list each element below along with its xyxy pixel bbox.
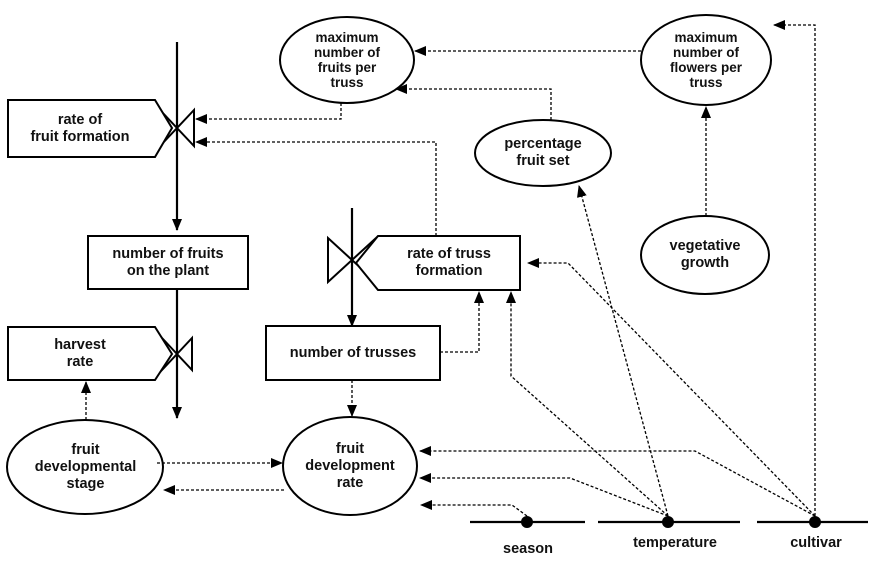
link-temperature-to-fruit-set (577, 185, 669, 517)
link-trusses-to-truss-formation (440, 291, 484, 353)
link-fruit-set-to-max-fruits (395, 84, 552, 120)
vegetative-growth-node (640, 215, 770, 295)
rate-of-fruit-formation-box (7, 99, 174, 158)
cultivar-dot (809, 516, 821, 528)
rate-of-truss-formation-box (354, 235, 521, 291)
percentage-fruit-set-node (474, 119, 612, 187)
season-dot (521, 516, 533, 528)
link-cultivar-to-development-rate (419, 446, 816, 517)
link-temperature-to-development-rate (419, 473, 669, 517)
max-fruits-per-truss-node (279, 16, 415, 104)
link-truss-formation-to-fruit-formation (195, 137, 437, 236)
number-of-trusses-box (265, 325, 441, 381)
link-season-to-development-rate (420, 500, 528, 517)
temperature-dot (662, 516, 674, 528)
max-flowers-per-truss-node (640, 14, 772, 106)
link-cultivar-to-max-flowers (773, 20, 816, 516)
harvest-rate-box (7, 326, 174, 381)
number-of-fruits-box (87, 235, 249, 290)
fruit-development-rate-node (282, 416, 418, 516)
link-temperature-to-truss-formation (506, 291, 669, 517)
link-cultivar-to-truss-formation (527, 258, 816, 517)
link-max-fruits-to-fruit-formation (195, 103, 342, 124)
fruit-developmental-stage-node (6, 419, 164, 515)
